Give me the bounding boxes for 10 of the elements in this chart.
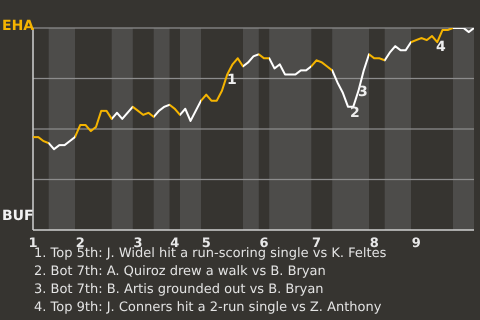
annotation: 4 — [436, 38, 446, 56]
x-tick-label: 9 — [412, 236, 421, 252]
annotation: 2 — [350, 104, 360, 122]
annotation: 1 — [227, 71, 237, 89]
annotation: EHA — [2, 18, 34, 34]
annotation: BUF — [2, 208, 34, 224]
text: 2. Bot 7th: A. Quiroz drew a walk vs B. Bryan — [34, 263, 327, 281]
annotation: 3 — [358, 83, 368, 101]
text: 4. Top 9th: J. Conners hit a 2-run single vs Z. Anthony — [34, 299, 382, 317]
text: 3. Bot 7th: B. Artis grounded out vs B. Bryan — [34, 281, 325, 299]
